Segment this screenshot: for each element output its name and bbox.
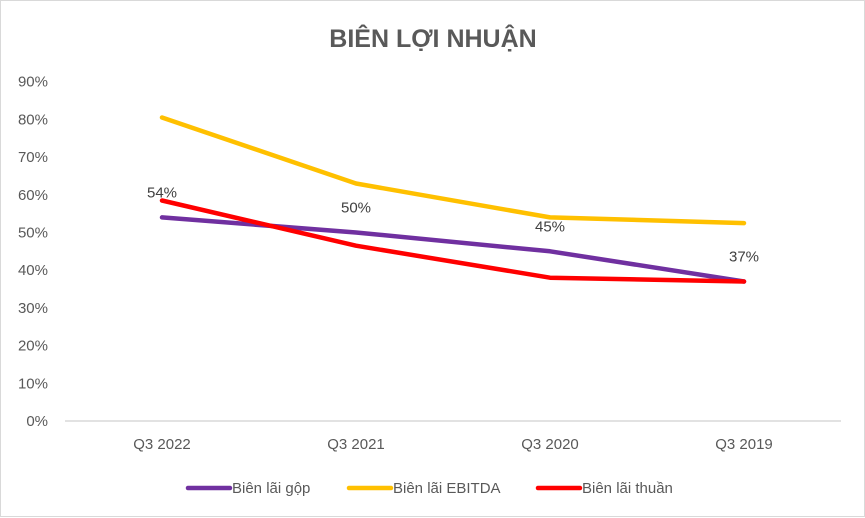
y-tick-label: 0% [26, 413, 48, 430]
legend: Biên lãi gộp Biên lãi EBITDA Biên lãi thuầ… [185, 480, 673, 497]
y-tick-label: 70% [18, 149, 48, 166]
y-axis: 0% 10% 20% 30% 40% 50% 60% 70% 80% 90% [18, 74, 48, 430]
y-tick-label: 10% [18, 375, 48, 392]
y-tick-label: 30% [18, 300, 48, 317]
data-label: 37% [729, 249, 759, 266]
y-tick-label: 20% [18, 338, 48, 355]
data-label: 45% [535, 218, 565, 235]
series-line-1 [159, 215, 747, 284]
y-tick-label: 80% [18, 111, 48, 128]
data-label: 50% [341, 200, 371, 217]
plot-area [159, 115, 747, 284]
legend-label: Biên lãi EBITDA [393, 480, 501, 497]
data-labels: 54% 50% 45% 37% [147, 184, 759, 265]
x-tick-label: Q3 2021 [327, 436, 385, 453]
y-tick-label: 40% [18, 262, 48, 279]
data-label: 54% [147, 184, 177, 201]
y-tick-label: 60% [18, 187, 48, 204]
legend-label: Biên lãi gộp [232, 480, 310, 497]
series-line-3 [159, 198, 747, 284]
legend-label: Biên lãi thuần [582, 480, 673, 497]
x-tick-label: Q3 2020 [521, 436, 579, 453]
x-axis: Q3 2022 Q3 2021 Q3 2020 Q3 2019 [133, 436, 773, 453]
x-tick-label: Q3 2022 [133, 436, 191, 453]
y-tick-label: 90% [18, 74, 48, 91]
y-tick-label: 50% [18, 225, 48, 242]
chart-title: BIÊN LỢI NHUẬN [329, 23, 536, 53]
series-line-2 [159, 115, 747, 226]
x-tick-label: Q3 2019 [715, 436, 773, 453]
